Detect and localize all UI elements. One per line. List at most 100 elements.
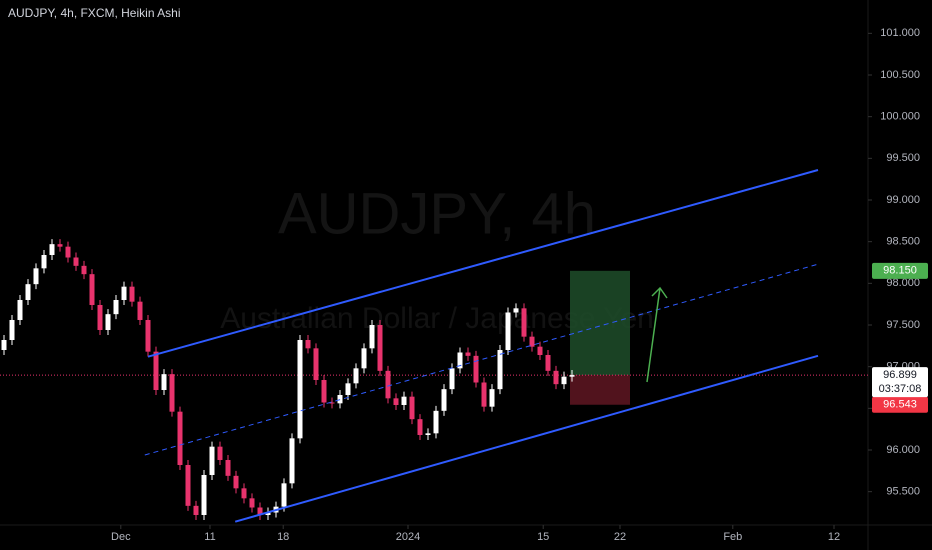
candle-body xyxy=(497,350,503,390)
candle-body xyxy=(321,380,327,403)
x-tick-label: Feb xyxy=(723,531,742,543)
candle-body xyxy=(201,475,207,515)
trendline xyxy=(234,354,819,523)
candle-body xyxy=(185,465,191,506)
candle-body xyxy=(537,346,543,355)
candle-body xyxy=(409,396,415,420)
candle-body xyxy=(481,382,487,407)
candle-body xyxy=(41,255,47,269)
candle-body xyxy=(257,507,263,515)
target-tag-label: 98.150 xyxy=(883,265,917,277)
candle-body xyxy=(145,320,151,352)
countdown: 03:37:08 xyxy=(879,383,922,395)
candle-body xyxy=(169,374,175,412)
candle-body xyxy=(161,374,167,390)
candle-body xyxy=(465,352,471,356)
y-tick-label: 99.500 xyxy=(886,152,920,164)
candle-body xyxy=(337,395,343,404)
y-tick-label: 95.500 xyxy=(886,486,920,498)
x-tick-label: Dec xyxy=(111,531,131,543)
y-tick-label: 101.000 xyxy=(880,27,920,39)
candle-body xyxy=(265,512,271,515)
candle-body xyxy=(89,274,95,305)
x-tick-label: 15 xyxy=(537,531,549,543)
candle-body xyxy=(529,336,535,347)
candle-body xyxy=(25,284,31,300)
candle-body xyxy=(473,355,479,383)
candle-body xyxy=(505,312,511,350)
stop-zone xyxy=(570,375,630,405)
candle-body xyxy=(281,483,287,507)
candle-body xyxy=(489,389,495,407)
y-tick-label: 100.500 xyxy=(880,69,920,81)
candle-body xyxy=(521,308,527,337)
y-tick-label: 96.000 xyxy=(886,444,920,456)
candle-body xyxy=(49,244,55,255)
chart-title: AUDJPY, 4h, FXCM, Heikin Ashi xyxy=(8,6,181,20)
candle-body xyxy=(289,438,295,484)
candle-body xyxy=(449,368,455,390)
candle-body xyxy=(329,402,335,404)
candle-body xyxy=(97,305,103,330)
candle-body xyxy=(113,300,119,315)
candle-body xyxy=(233,475,239,489)
last-price-tag xyxy=(872,367,928,398)
candle-body xyxy=(177,411,183,465)
candle-body xyxy=(9,320,15,340)
y-tick-label: 98.500 xyxy=(886,236,920,248)
arrow xyxy=(646,286,668,383)
candle-body xyxy=(81,265,87,275)
candle-body xyxy=(65,246,71,258)
candle-body xyxy=(137,301,143,320)
candle-body xyxy=(1,340,7,350)
y-tick-label: 98.000 xyxy=(886,277,920,289)
candle-body xyxy=(345,383,351,395)
candle-body xyxy=(385,370,391,399)
candle-body xyxy=(153,351,159,390)
candle-body xyxy=(249,498,255,508)
candle-body xyxy=(297,340,303,439)
candle-body xyxy=(209,446,215,475)
candle-body xyxy=(33,268,39,285)
watermark: AUDJPY, 4h xyxy=(278,181,596,246)
x-tick-label: 18 xyxy=(277,531,289,543)
target-zone xyxy=(570,270,630,376)
y-tick-label: 100.000 xyxy=(880,111,920,123)
x-tick-label: 2024 xyxy=(396,531,420,543)
candle-body xyxy=(57,244,63,247)
y-tick-label: 99.000 xyxy=(886,194,920,206)
candle-body xyxy=(217,446,223,460)
candle-body xyxy=(241,488,247,499)
candle-body xyxy=(369,325,375,349)
candle-body xyxy=(225,460,231,476)
last-price-label: 96.899 xyxy=(883,369,917,381)
candle-body xyxy=(433,410,439,434)
candle-body xyxy=(193,505,199,515)
candle-body xyxy=(553,370,559,385)
candle-body xyxy=(457,352,463,369)
candle-body xyxy=(513,308,519,313)
candle-body xyxy=(377,325,383,371)
x-tick-label: 12 xyxy=(828,531,840,543)
trendline xyxy=(147,169,819,358)
candle-body xyxy=(425,433,431,435)
candle-body xyxy=(545,355,551,371)
candle-body xyxy=(393,398,399,405)
candle-body xyxy=(441,389,447,411)
candle-body xyxy=(361,348,367,369)
candle-body xyxy=(561,376,567,385)
y-tick-label: 97.500 xyxy=(886,319,920,331)
candle-body xyxy=(417,419,423,435)
candle-body xyxy=(105,314,111,330)
stop-tag xyxy=(872,396,928,413)
candle-body xyxy=(121,286,127,300)
candle-body xyxy=(73,257,79,266)
candle-body xyxy=(569,375,575,377)
x-tick-label: 22 xyxy=(614,531,626,543)
x-tick-label: 11 xyxy=(204,531,215,543)
candle-body xyxy=(401,396,407,405)
candle-body xyxy=(305,340,311,349)
